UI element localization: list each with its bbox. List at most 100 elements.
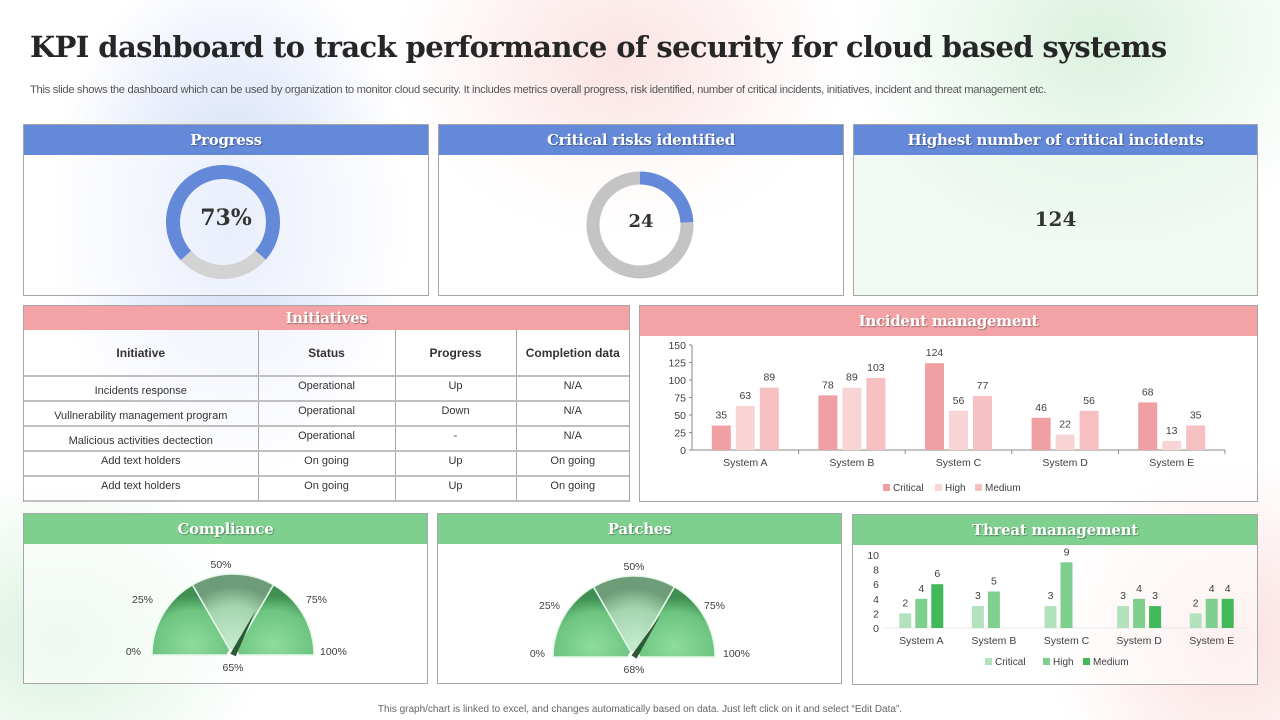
bar-data-label: 78 <box>822 379 834 391</box>
bar-critical[interactable] <box>1189 613 1202 628</box>
table-row[interactable]: Add text holders On going Up On going <box>24 451 629 477</box>
bar-high[interactable] <box>1055 434 1075 450</box>
table-row[interactable]: Vullnerability management program Operat… <box>24 401 629 427</box>
legend-item-critical[interactable]: Critical <box>883 483 924 494</box>
bar-critical[interactable] <box>1117 606 1130 628</box>
cell-status: Operational <box>258 376 396 402</box>
bar-critical[interactable] <box>925 363 944 450</box>
bar-data-label: 4 <box>1136 583 1142 595</box>
highest-incidents-card: Highest number of critical incidents 124 <box>853 124 1258 296</box>
bar-critical[interactable] <box>1044 606 1057 628</box>
y-axis-tick-label: 100 <box>668 375 686 387</box>
cell-status: Operational <box>258 401 396 427</box>
bar-high[interactable] <box>842 387 862 450</box>
bar-data-label: 89 <box>763 372 775 384</box>
bar-high[interactable] <box>1060 562 1073 628</box>
column-header-status[interactable]: Status <box>258 330 396 377</box>
x-axis-category-label: System D <box>1116 635 1162 647</box>
table-row[interactable]: Malicious activities dectection Operatio… <box>24 426 629 452</box>
legend-label: High <box>1053 657 1074 668</box>
y-axis-tick-label: 6 <box>873 579 879 591</box>
legend-item-high[interactable]: High <box>1043 657 1074 668</box>
bar-medium[interactable] <box>1079 410 1099 450</box>
legend-item-medium[interactable]: Medium <box>1083 657 1129 668</box>
legend-item-critical[interactable]: Critical <box>985 657 1026 668</box>
legend-label: High <box>945 483 966 494</box>
bar-high[interactable] <box>949 410 968 450</box>
progress-card: Progress 73% <box>23 124 429 296</box>
bar-high[interactable] <box>915 598 928 628</box>
bar-data-label: 6 <box>934 568 940 580</box>
bar-data-label: 56 <box>953 395 965 407</box>
incident-management-card-header: Incident management <box>640 306 1257 336</box>
bar-medium[interactable] <box>866 377 886 450</box>
table-row[interactable]: Add text holders On going Up On going <box>24 476 629 502</box>
y-axis-tick-label: 0 <box>680 445 686 457</box>
critical-risks-donut-chart[interactable] <box>439 155 843 295</box>
x-axis-category-label: System A <box>723 457 767 469</box>
bar-high[interactable] <box>1162 440 1182 450</box>
gauge-tick-label: 0% <box>126 646 141 658</box>
bar-data-label: 22 <box>1059 419 1071 431</box>
bar-high[interactable] <box>987 591 1000 629</box>
bar-critical[interactable] <box>899 613 912 628</box>
x-axis-category-label: System E <box>1189 635 1234 647</box>
critical-risks-card-header: Critical risks identified <box>439 125 843 155</box>
y-axis-tick-label: 0 <box>873 623 879 635</box>
progress-value: 73% <box>200 205 252 231</box>
cell-progress: - <box>395 426 517 452</box>
bar-data-label: 103 <box>867 362 885 374</box>
bar-medium[interactable] <box>973 396 992 450</box>
table-row[interactable]: Incidents response Operational Up N/A <box>24 376 629 402</box>
incident-management-bar-chart[interactable]: 0 25 50 75 100 125 150 35 63 89 System A 78 89 103 Sys… <box>640 336 1257 501</box>
legend-swatch <box>985 658 992 665</box>
bar-data-label: 35 <box>1190 410 1202 422</box>
bar-high[interactable] <box>1205 598 1218 628</box>
bar-data-label: 4 <box>1209 583 1215 595</box>
bar-medium[interactable] <box>931 584 944 628</box>
bar-medium[interactable] <box>1186 425 1206 451</box>
gauge-tick-label: 75% <box>306 594 327 606</box>
bar-medium[interactable] <box>1149 606 1162 628</box>
bar-critical[interactable] <box>818 395 838 450</box>
gauge-segment <box>191 573 275 657</box>
legend-item-high[interactable]: High <box>935 483 966 494</box>
cell-initiative: Malicious activities dectection <box>24 426 259 452</box>
patches-gauge-chart[interactable]: 0% 25% 50% 75% 100% 68% <box>438 544 841 683</box>
cell-status: On going <box>258 476 396 502</box>
y-axis-tick-label: 10 <box>867 550 879 562</box>
legend-item-medium[interactable]: Medium <box>975 483 1021 494</box>
donut-value-arc <box>586 171 694 279</box>
bar-critical[interactable] <box>971 606 984 628</box>
table-header-row: Initiative Status Progress Completion da… <box>24 330 629 377</box>
bar-data-label: 46 <box>1035 402 1047 414</box>
gauge-value-label: 65% <box>222 662 243 674</box>
bar-critical[interactable] <box>711 425 731 451</box>
bar-critical[interactable] <box>1138 402 1158 450</box>
bar-critical[interactable] <box>1031 417 1051 450</box>
bar-medium[interactable] <box>759 387 779 450</box>
gauge-needle <box>230 610 256 657</box>
highest-incidents-card-header: Highest number of critical incidents <box>854 125 1257 155</box>
compliance-gauge-chart[interactable]: 0% 25% 50% 75% 100% 65% <box>24 544 427 683</box>
bar-high[interactable] <box>1133 598 1146 628</box>
page-subtitle: This slide shows the dashboard which can… <box>30 84 1047 96</box>
initiatives-card-header: Initiatives <box>24 306 629 330</box>
column-header-initiative[interactable]: Initiative <box>24 330 259 377</box>
threat-management-card: Threat management 0 2 4 6 8 10 2 4 6 System A 3 5 Sy… <box>852 514 1258 685</box>
progress-donut-chart[interactable] <box>24 155 428 295</box>
compliance-card: Compliance 0% 25% 50% 75% 100% 65% <box>23 513 428 684</box>
initiatives-card: Initiatives Initiative Status Progress C… <box>23 305 630 502</box>
bar-high[interactable] <box>735 405 755 450</box>
gauge-tick-label: 100% <box>723 648 750 660</box>
gauge-tick-label: 25% <box>539 600 560 612</box>
progress-card-header: Progress <box>24 125 428 155</box>
bar-data-label: 68 <box>1142 386 1154 398</box>
bar-medium[interactable] <box>1221 598 1234 628</box>
column-header-progress[interactable]: Progress <box>395 330 517 377</box>
gauge-tick-label: 0% <box>530 648 545 660</box>
page-title: KPI dashboard to track performance of se… <box>30 30 1167 64</box>
gauge-tick-label: 50% <box>210 559 231 571</box>
column-header-completion[interactable]: Completion data <box>516 330 629 377</box>
